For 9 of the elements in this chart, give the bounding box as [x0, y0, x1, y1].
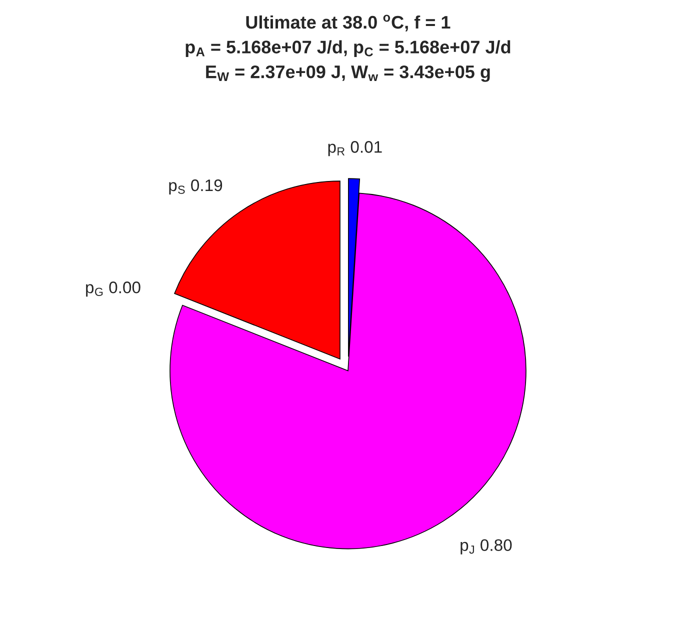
data-label: 0.01	[350, 141, 382, 153]
category-label: p$_{G}$	[86, 284, 103, 297]
chart-title: Ultimate at 38.0 $^{o}$C, f = 1 p$_{A}$ = 5.168e+07 J/d, p$_{C}$ = 5.168e+07 J/d E$_{W}$ = 2.37e+09 J, W$_{w}$ = 3.43e+05 g	[186, 14, 510, 82]
slice-label: p$_{J}$	[460, 542, 474, 554]
slice-label: p$_{R}$	[328, 144, 345, 156]
slice-label: p$_{S}$	[169, 182, 185, 194]
data-label: 0.80	[480, 539, 512, 552]
text: 0.00	[109, 282, 140, 294]
data-label: 0.19	[191, 179, 222, 192]
